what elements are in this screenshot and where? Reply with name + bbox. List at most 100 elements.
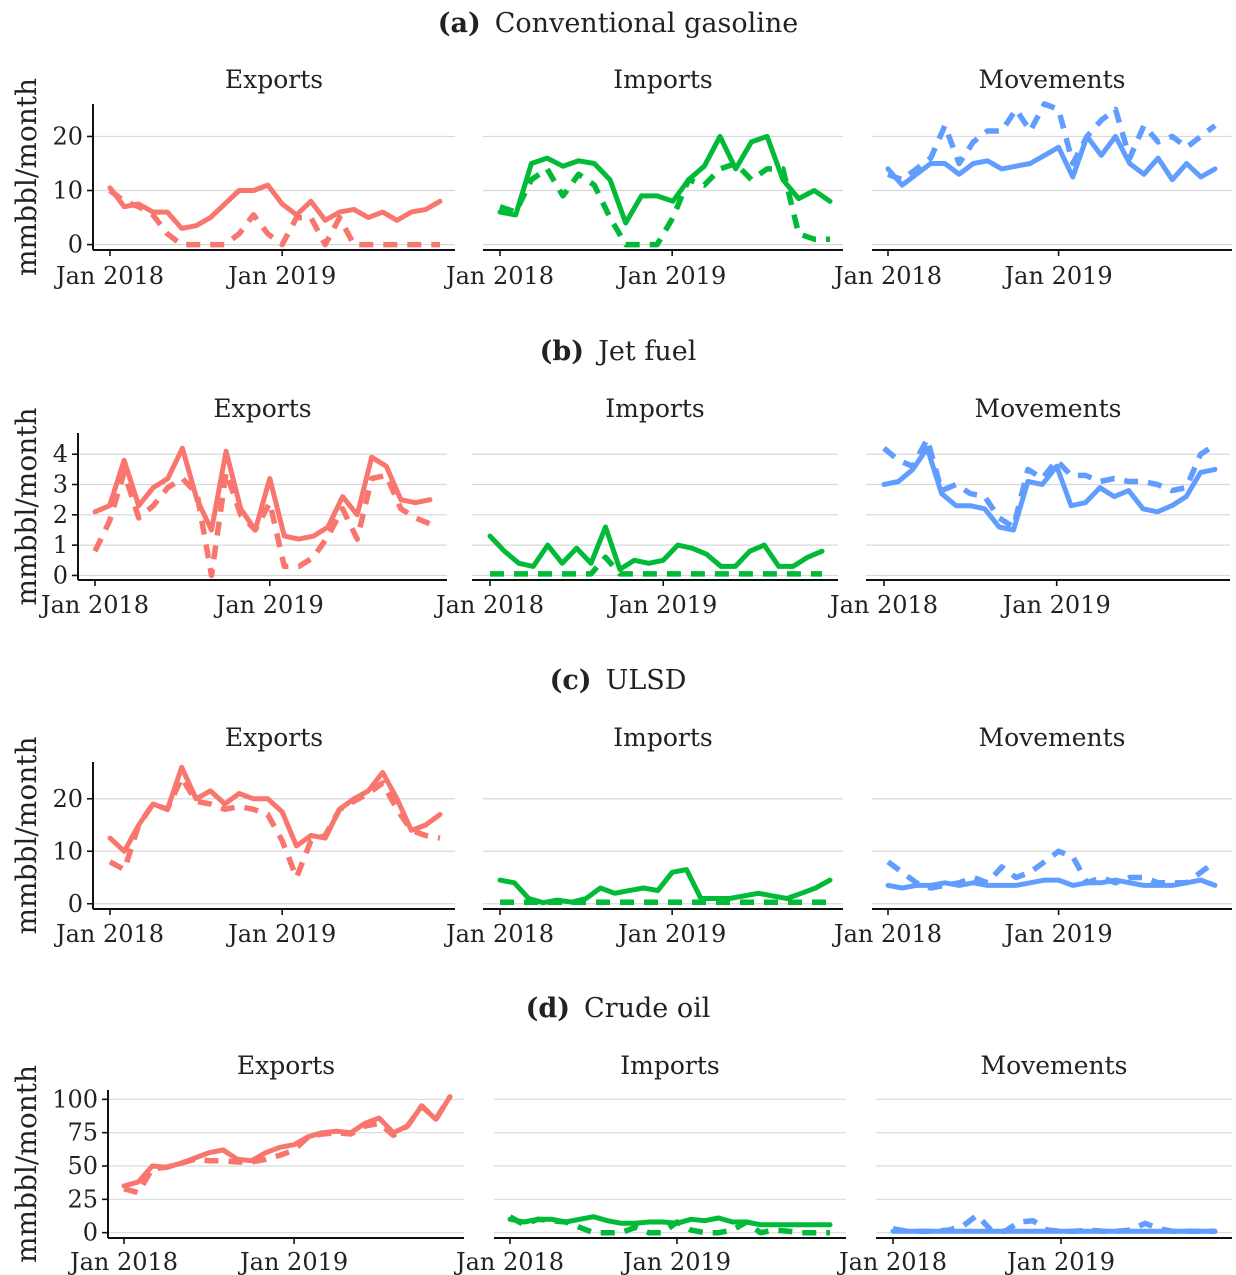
chart-title-letter: (b) (540, 336, 584, 367)
x-tick-label: Jan 2019 (1004, 1248, 1115, 1275)
facet-title: Movements (978, 723, 1125, 752)
y-tick-label: 4 (53, 440, 68, 468)
facet-title: Exports (225, 723, 323, 752)
series-line-dashed (490, 554, 822, 577)
chart-title-text: ULSD (606, 665, 687, 696)
x-tick-label: Jan 2019 (225, 920, 336, 948)
y-tick-label: 2 (53, 501, 68, 529)
series-line-solid (92, 445, 433, 542)
facet-imports: Imports Jan 2018 Jan 2019 (443, 723, 843, 948)
y-axis-title: mmbbl/month (10, 1065, 43, 1263)
facet-exports: Exports Jan 2018 Jan 2019 0 10 20 (52, 65, 455, 290)
series-line-solid (107, 764, 443, 854)
chart-row-ulsd: (c) ULSD mmbbl/month Exports Jan 2018 Jan 201… (10, 665, 1232, 948)
x-tick-label: Jan 2018 (836, 1248, 947, 1275)
facet-movements: Movements Jan 2018 Jan 2019 (831, 65, 1232, 290)
facet-title: Imports (613, 65, 712, 94)
y-tick-label: 0 (68, 231, 83, 259)
series-line-solid (121, 1094, 453, 1189)
series-line-dashed (108, 188, 440, 248)
y-tick-label: 25 (67, 1185, 98, 1213)
x-tick-label: Jan 2018 (433, 591, 544, 619)
facet-exports: Exports Jan 2018 Jan 2019 0 10 20 (52, 723, 455, 948)
x-tick-label: Jan 2019 (615, 920, 726, 948)
chart-title-letter: (a) (438, 8, 481, 39)
facet-imports: Imports Jan 2018 Jan 2019 (443, 65, 843, 290)
y-tick-label: 20 (52, 785, 83, 813)
x-tick-label: Jan 2018 (443, 920, 554, 948)
x-tick-label: Jan 2019 (606, 591, 717, 619)
series-line-dashed (92, 469, 432, 579)
chart-title-text: Crude oil (584, 993, 710, 1024)
y-tick-label: 50 (67, 1152, 98, 1180)
y-tick-label: 20 (52, 122, 83, 150)
series-line-solid (885, 877, 1218, 891)
x-tick-label: Jan 2018 (831, 262, 942, 290)
chart-title: (b) Jet fuel (540, 336, 697, 367)
facet-exports: Exports Jan 2018 Jan 2019 0 25 50 75 100 (52, 1051, 464, 1275)
x-tick-label: Jan 2019 (620, 1248, 731, 1275)
y-tick-label: 1 (53, 531, 68, 559)
x-tick-label: Jan 2018 (53, 920, 164, 948)
chart-title: (d) Crude oil (526, 993, 711, 1024)
y-tick-label: 0 (53, 561, 68, 589)
y-tick-label: 75 (67, 1119, 98, 1147)
facet-title: Movements (978, 65, 1125, 94)
series-line-solid (507, 1214, 833, 1228)
x-tick-label: Jan 2019 (237, 1248, 348, 1275)
x-tick-label: Jan 2018 (443, 262, 554, 290)
series-line-dashed (887, 101, 1217, 183)
series-line-solid (497, 133, 833, 226)
series-line-dashed (886, 848, 1217, 891)
x-tick-label: Jan 2019 (1000, 591, 1111, 619)
x-tick-label: Jan 2018 (38, 591, 149, 619)
chart-title: (a) Conventional gasoline (438, 8, 799, 39)
y-tick-label: 0 (83, 1219, 98, 1247)
series-line-dashed (108, 775, 441, 881)
y-tick-label: 10 (52, 177, 83, 205)
y-tick-label: 0 (68, 890, 83, 918)
facet-imports: Imports Jan 2018 Jan 2019 (433, 394, 838, 619)
y-axis-title: mmbbl/month (10, 407, 43, 605)
chart-title: (c) ULSD (550, 665, 687, 696)
x-tick-label: Jan 2018 (827, 591, 938, 619)
series-line-solid (885, 133, 1218, 188)
facet-title: Imports (613, 723, 712, 752)
chart-row-jet-fuel: (b) Jet fuel mmbbl/month Exports Jan 2018 Jan… (10, 336, 1230, 619)
chart-row-crude-oil: (d) Crude oil mmbbl/month Exports Jan 2018 Ja… (10, 993, 1232, 1275)
chart-title-letter: (d) (526, 993, 570, 1024)
x-tick-label: Jan 2019 (213, 591, 324, 619)
chart-row-conventional-gasoline: (a) Conventional gasoline mmbbl/month Expor… (10, 8, 1232, 290)
x-tick-label: Jan 2018 (67, 1248, 178, 1275)
chart-title-text: Conventional gasoline (495, 8, 799, 39)
facet-title: Movements (974, 394, 1121, 423)
facet-title: Imports (605, 394, 704, 423)
facet-title: Exports (213, 394, 311, 423)
x-tick-label: Jan 2019 (225, 262, 336, 290)
chart-title-text: Jet fuel (595, 336, 696, 367)
x-tick-label: Jan 2019 (1002, 262, 1113, 290)
y-axis-title: mmbbl/month (10, 78, 43, 276)
series-line-solid (881, 445, 1218, 533)
facet-movements: Movements Jan 2018 Jan 2019 (836, 1051, 1232, 1275)
x-tick-label: Jan 2018 (53, 262, 164, 290)
x-tick-label: Jan 2018 (831, 920, 942, 948)
facet-title: Exports (237, 1051, 335, 1080)
facet-movements: Movements Jan 2018 Jan 2019 (827, 394, 1230, 619)
facet-imports: Imports Jan 2018 Jan 2019 (453, 1051, 846, 1275)
x-tick-label: Jan 2018 (453, 1248, 564, 1275)
facet-title: Exports (225, 65, 323, 94)
series-line-solid (497, 867, 833, 906)
y-tick-label: 10 (52, 837, 83, 865)
series-line-solid (487, 524, 825, 572)
facet-title: Imports (620, 1051, 719, 1080)
series-line-solid (107, 182, 443, 231)
series-line-dashed (882, 436, 1217, 530)
y-tick-label: 100 (52, 1085, 98, 1113)
chart-title-letter: (c) (550, 665, 592, 696)
y-tick-label: 3 (53, 471, 68, 499)
facet-movements: Movements Jan 2018 Jan 2019 (831, 723, 1232, 948)
x-tick-label: Jan 2019 (1002, 920, 1113, 948)
facet-title: Movements (980, 1051, 1127, 1080)
